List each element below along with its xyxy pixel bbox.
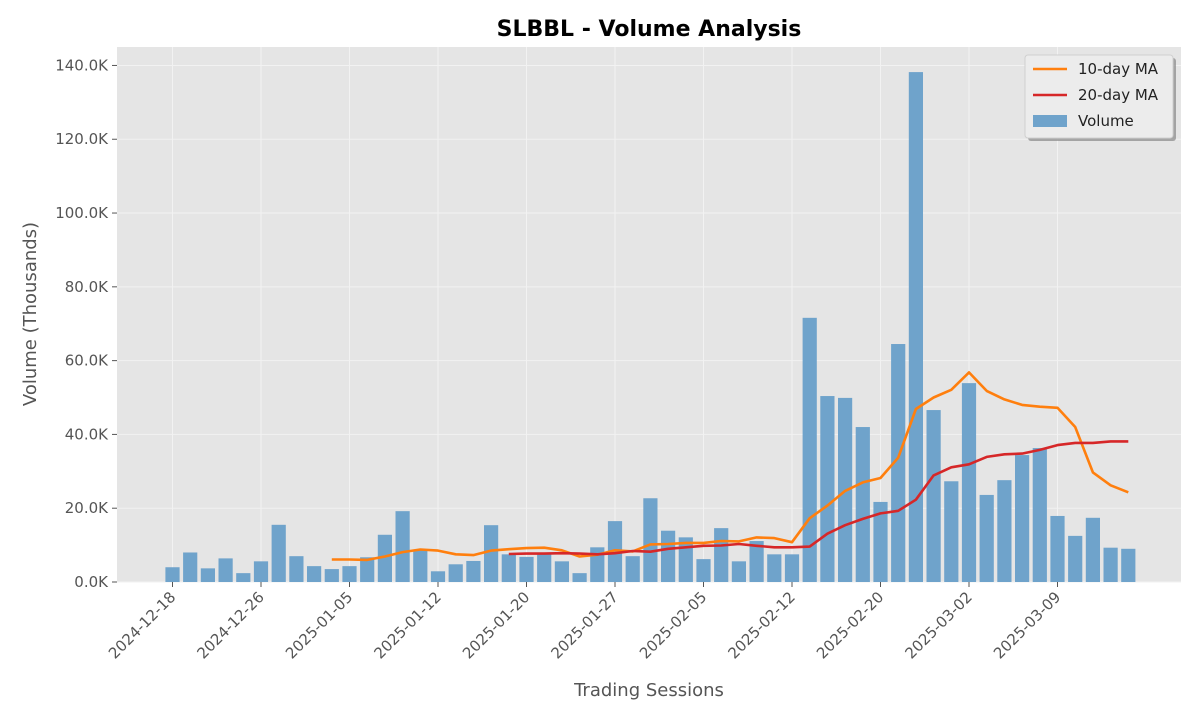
volume-bar <box>661 530 676 582</box>
volume-bar <box>501 554 516 582</box>
volume-bar <box>625 556 640 582</box>
legend: 10-day MA 20-day MA Volume <box>1024 54 1176 141</box>
x-axis: 2024-12-18 2024-12-26 2025-01-05 2025-01-12… <box>105 582 1064 662</box>
legend-label: 20-day MA <box>1078 86 1159 104</box>
volume-bar <box>377 534 392 582</box>
grid-lines <box>117 47 1181 583</box>
x-tick-label: 2024-12-18 <box>105 588 179 662</box>
volume-bar <box>696 559 711 582</box>
volume-bar <box>908 72 923 582</box>
volume-bar <box>979 494 994 582</box>
volume-bar <box>820 396 835 582</box>
volume-bar <box>891 344 906 582</box>
volume-bar <box>253 561 269 582</box>
x-tick-label: 2025-01-05 <box>282 588 356 662</box>
x-axis-label: Trading Sessions <box>573 680 724 701</box>
volume-bar <box>1015 455 1030 582</box>
volume-bar <box>1068 535 1083 582</box>
volume-bar <box>1085 517 1100 582</box>
volume-bar <box>873 501 888 582</box>
x-tick-label: 2025-01-20 <box>459 588 533 662</box>
volume-bar <box>767 554 782 582</box>
y-tick-label: 100.0K <box>55 204 109 222</box>
x-tick-label: 2025-01-12 <box>370 588 444 662</box>
volume-bar <box>997 480 1012 582</box>
volume-bar <box>714 528 729 582</box>
x-tick-label: 2025-02-20 <box>813 588 887 662</box>
y-axis: 0.0K 20.0K 40.0K 60.0K 80.0K 100.0K 120.0K 140.… <box>55 56 117 591</box>
ma20-line <box>508 440 1129 556</box>
legend-label: Volume <box>1078 112 1134 130</box>
volume-bar <box>484 525 499 582</box>
volume-bar <box>1103 547 1118 582</box>
volume-bars <box>165 72 1136 582</box>
x-tick-label: 2025-01-27 <box>547 588 621 662</box>
volume-bar <box>271 524 286 582</box>
y-tick-label: 20.0K <box>65 499 109 517</box>
volume-bar <box>360 557 375 582</box>
ma10-line <box>331 371 1129 562</box>
chart-title: SLBBL - Volume Analysis <box>497 17 802 42</box>
y-tick-label: 120.0K <box>55 130 109 148</box>
volume-bar <box>289 556 304 582</box>
volume-bar <box>643 498 658 582</box>
volume-bar <box>236 573 251 582</box>
volume-bar <box>342 566 357 582</box>
volume-bar <box>200 568 215 582</box>
volume-bar <box>926 410 941 582</box>
x-tick-label: 2025-02-12 <box>724 588 798 662</box>
volume-bar <box>466 560 481 582</box>
x-tick-label: 2025-03-02 <box>901 588 975 662</box>
volume-bar <box>784 554 800 582</box>
volume-bar <box>749 541 764 582</box>
volume-bar <box>413 549 428 582</box>
volume-bar <box>855 427 870 582</box>
volume-bar <box>537 552 552 582</box>
volume-bar <box>430 571 446 582</box>
volume-bar <box>519 556 534 582</box>
volume-bar <box>961 383 977 582</box>
volume-bar <box>572 573 587 582</box>
y-tick-label: 140.0K <box>55 56 109 74</box>
x-tick-label: 2025-02-05 <box>636 588 710 662</box>
y-tick-label: 40.0K <box>65 425 109 443</box>
volume-bar <box>554 561 569 582</box>
legend-bar-swatch <box>1033 115 1067 127</box>
volume-bar <box>183 552 198 582</box>
volume-bar <box>307 566 322 582</box>
moving-average-lines <box>331 371 1129 562</box>
legend-label: 10-day MA <box>1078 60 1159 78</box>
volume-bar <box>1121 548 1136 582</box>
x-tick-label: 2025-03-09 <box>990 588 1064 662</box>
volume-bar <box>324 569 339 582</box>
y-tick-label: 0.0K <box>74 573 109 591</box>
y-axis-label: Volume (Thousands) <box>20 222 41 406</box>
volume-bar <box>165 567 180 582</box>
volume-bar <box>395 511 410 582</box>
volume-bar <box>1050 515 1065 582</box>
volume-bar <box>944 481 959 582</box>
volume-bar <box>448 564 463 582</box>
volume-bar <box>218 558 233 582</box>
y-tick-label: 80.0K <box>65 278 109 296</box>
volume-bar <box>731 561 746 582</box>
y-tick-label: 60.0K <box>65 352 109 370</box>
volume-bar <box>1032 448 1047 582</box>
x-tick-label: 2024-12-26 <box>193 588 267 662</box>
